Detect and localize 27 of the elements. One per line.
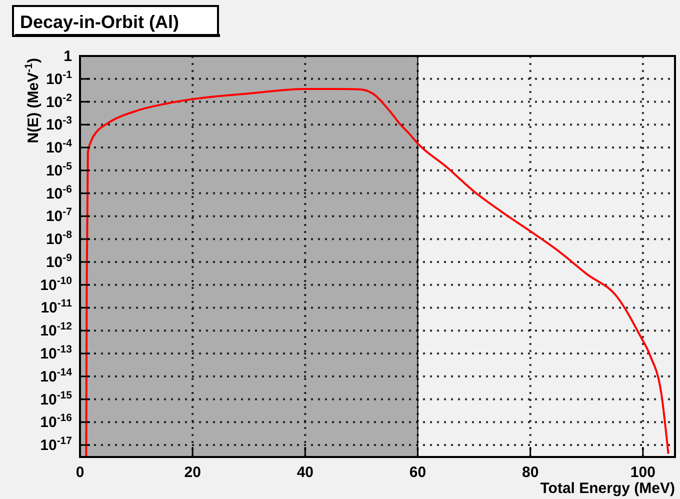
y-tick-label: 10$^{-15}$ (40, 389, 72, 408)
y-tick-label: 10$^{-3}$ (46, 114, 72, 134)
x-tick-label: 20 (184, 464, 201, 481)
y-tick-label: 10$^{-4}$ (46, 138, 72, 157)
y-tick-label: 10$^{-8}$ (46, 229, 72, 248)
y-tick-label: 10$^{-7}$ (46, 206, 72, 226)
line-series (85, 88, 670, 457)
y-tick-label: 10$^{-5}$ (46, 160, 72, 180)
y-tick-label: 10$^{-14}$ (40, 366, 72, 386)
y-tick-label: 10$^{-16}$ (40, 412, 72, 432)
x-tick-label: 60 (409, 464, 426, 481)
y-tick-label: 10$^{-2}$ (46, 92, 72, 111)
x-axis-title: Total Energy (MeV) (540, 480, 675, 497)
y-tick-label: 10$^{-9}$ (46, 252, 72, 271)
y-tick-label: 10$^{-6}$ (46, 183, 72, 202)
x-tick-label: 40 (296, 464, 314, 481)
y-tick-label: 10$^{-17}$ (40, 435, 72, 454)
y-tick-label: 10$^{-12}$ (40, 320, 72, 340)
y-tick-label: 10$^{-10}$ (40, 274, 72, 294)
y-tick-label: 10$^{-11}$ (40, 298, 72, 317)
x-tick-label: 0 (76, 464, 84, 481)
x-tick-label: 100 (630, 464, 656, 481)
x-tick-label: 80 (522, 464, 539, 481)
chart-title: Decay-in-Orbit (Al) (20, 12, 180, 32)
y-tick-label: 10$^{-13}$ (40, 343, 72, 362)
y-tick-label: 10$^{-1}$ (46, 68, 72, 88)
y-tick-label: 1 (64, 48, 72, 65)
